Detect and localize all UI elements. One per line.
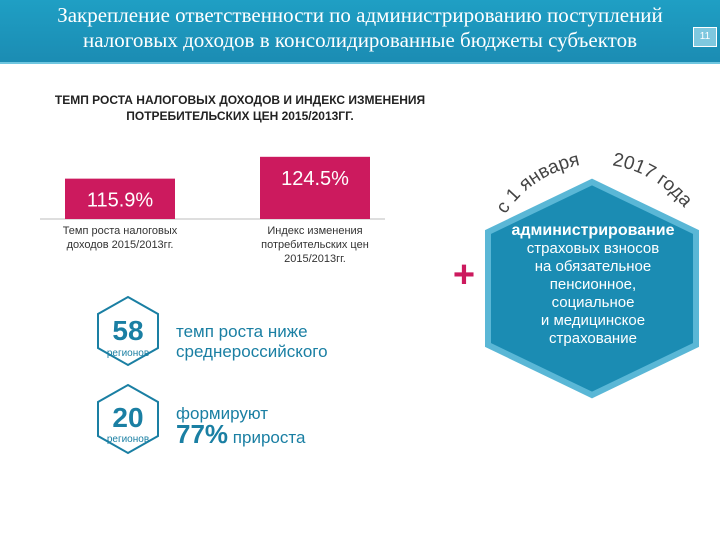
big-hexagon bbox=[485, 178, 699, 399]
stat-text-58: темп роста ниже среднероссийского bbox=[176, 322, 328, 362]
slide-title: Закрепление ответственности по администр… bbox=[0, 3, 720, 53]
category-label-cpi: Индекс изменения потребительских цен 201… bbox=[261, 225, 369, 265]
bar-0 bbox=[65, 178, 175, 219]
arc-text-year: 2017 года bbox=[611, 150, 697, 212]
title-line-1: Закрепление ответственности по администр… bbox=[57, 3, 663, 27]
stat-text-20-line2: 77% прироста bbox=[176, 421, 306, 448]
big-hexagon-text: администрирование страховых взносов на о… bbox=[498, 222, 688, 348]
stat-text-20-line1: формируют bbox=[176, 404, 269, 423]
big-hexagon-line-1: страховых взносов bbox=[526, 240, 660, 257]
stat-number-20: 20 bbox=[112, 402, 144, 433]
arc-text-since: с 1 января bbox=[492, 149, 581, 217]
stat-text-20-tail: прироста bbox=[232, 428, 306, 447]
category-label-tax-growth: Темп роста налоговых доходов 2015/2013гг… bbox=[62, 225, 178, 251]
title-line-2: налоговых доходов в консолидированные бю… bbox=[83, 28, 637, 52]
stat-percent-77: 77% bbox=[176, 419, 229, 449]
big-hexagon-line-6: страхование bbox=[549, 330, 637, 347]
big-hexagon-line-5: и медицинское bbox=[540, 312, 646, 329]
hexagon-20 bbox=[97, 383, 159, 455]
stat-unit-20: регионов bbox=[106, 434, 150, 445]
big-hexagon-line-3: пенсионное, bbox=[549, 276, 637, 293]
stat-text-20: формируют 77% прироста bbox=[176, 404, 305, 448]
bar-value-label-0: 115.9% bbox=[87, 190, 154, 212]
stat-number-58: 58 bbox=[112, 315, 144, 346]
plus-icon: + bbox=[452, 254, 476, 296]
big-hexagon-line-4: социальное bbox=[551, 294, 635, 311]
slide-header: Закрепление ответственности по администр… bbox=[0, 0, 720, 64]
stat-text-58-line2: среднероссийского bbox=[176, 342, 328, 361]
chart-subtitle: ТЕМП РОСТА НАЛОГОВЫХ ДОХОДОВ И ИНДЕКС ИЗ… bbox=[54, 93, 426, 123]
big-hexagon-line-2: на обязательное bbox=[534, 258, 652, 275]
hexagon-58 bbox=[97, 295, 159, 367]
stat-text-58-line1: темп роста ниже bbox=[176, 322, 308, 341]
big-hexagon-bold: администрирование bbox=[511, 222, 675, 239]
page-number: 11 bbox=[693, 27, 717, 47]
bar-value-label-1: 124.5% bbox=[281, 168, 349, 190]
stat-unit-58: регионов bbox=[106, 348, 150, 359]
bar-1 bbox=[260, 156, 370, 219]
